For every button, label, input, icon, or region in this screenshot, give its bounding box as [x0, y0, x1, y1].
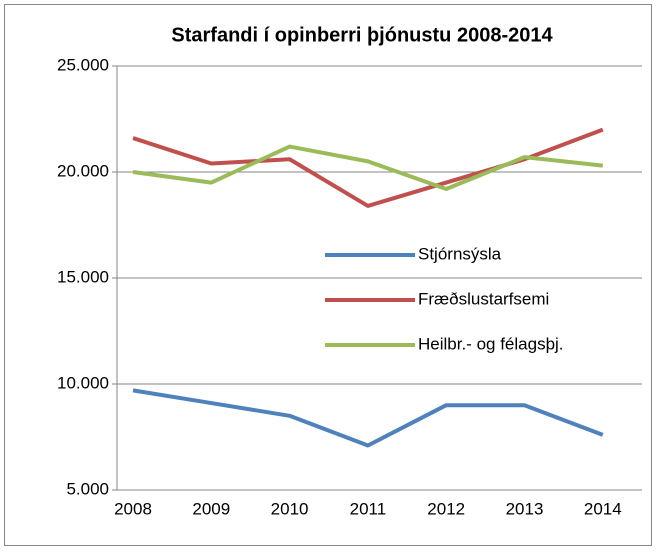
y-tick-label: 25.000 — [57, 55, 109, 74]
x-tick-label: 2010 — [271, 499, 309, 518]
x-tick-label: 2013 — [506, 499, 544, 518]
legend-label: Heilbr.- og félagsþj. — [418, 334, 564, 353]
x-tick-label: 2012 — [427, 499, 465, 518]
y-tick-label: 10.000 — [57, 373, 109, 392]
x-tick-label: 2014 — [584, 499, 622, 518]
y-tick-label: 15.000 — [57, 267, 109, 286]
x-tick-label: 2011 — [350, 499, 387, 518]
legend-label: Fræðslustarfsemi — [418, 289, 549, 308]
y-tick-label: 20.000 — [57, 161, 109, 180]
x-tick-label: 2009 — [192, 499, 230, 518]
series-line — [132, 388, 604, 448]
chart-border — [4, 4, 652, 546]
series-line — [132, 144, 604, 191]
x-tick-label: 2008 — [114, 499, 152, 518]
chart-title: Starfandi í opinberri þjónustu 2008-2014 — [171, 24, 553, 46]
y-tick-label: 5.000 — [66, 479, 109, 498]
legend-label: Stjórnsýsla — [418, 244, 502, 263]
